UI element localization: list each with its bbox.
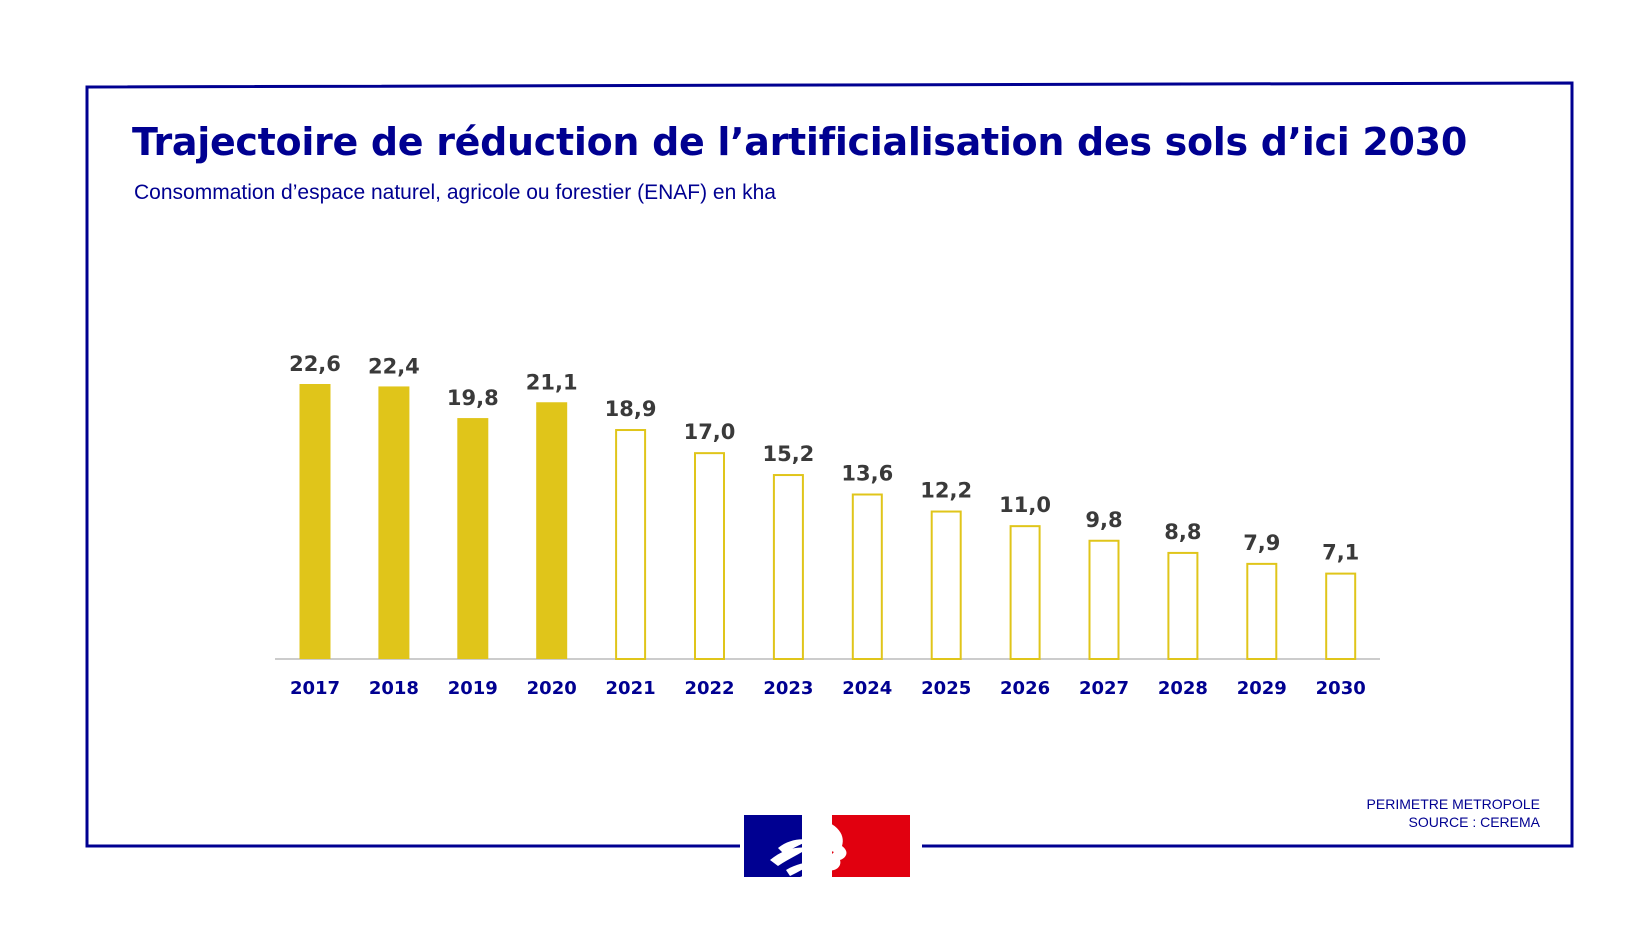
category-label-2019: 2019 [448,678,498,699]
bar-2025 [930,510,962,660]
value-label-2029: 7,9 [1243,531,1280,555]
bar-2030 [1325,572,1357,661]
value-label-2026: 11,0 [999,493,1051,517]
bar-2026 [1009,525,1041,661]
bar-2022 [694,452,725,661]
bar-2029 [1246,562,1278,661]
category-label-2020: 2020 [527,678,577,699]
category-label-2022: 2022 [684,678,734,699]
value-label-2023: 15,2 [762,442,814,466]
value-label-2022: 17,0 [684,420,736,444]
bar-2028 [1167,551,1199,660]
category-label-2025: 2025 [921,678,971,699]
chart-title: Trajectoire de réduction de l’artificial… [132,120,1467,164]
category-label-2030: 2030 [1316,678,1366,699]
value-label-2027: 9,8 [1085,508,1122,532]
category-label-2024: 2024 [842,678,892,699]
frame-border [85,81,1574,848]
bar-2018 [378,386,410,659]
category-label-2027: 2027 [1079,678,1129,699]
source-credit: SOURCE : CEREMA [1408,814,1540,830]
category-label-2023: 2023 [763,678,813,699]
perimeter-note: PERIMETRE METROPOLE [1366,796,1540,812]
value-label-2018: 22,4 [368,354,420,378]
bar-2023 [772,474,804,660]
value-label-2017: 22,6 [289,352,341,376]
bar-2020 [536,402,568,659]
value-label-2021: 18,9 [605,397,657,421]
chart-subtitle: Consommation d’espace naturel, agricole … [134,181,776,204]
value-label-2020: 21,1 [526,370,578,394]
bar-2024 [851,493,883,660]
value-label-2019: 19,8 [447,386,499,410]
category-label-2018: 2018 [369,678,419,699]
category-label-2017: 2017 [290,678,340,699]
source-note: PERIMETRE METROPOLE SOURCE : CEREMA [1367,795,1540,831]
value-label-2028: 8,8 [1164,520,1201,544]
bar-2021 [615,429,647,660]
category-label-2029: 2029 [1237,678,1287,699]
value-label-2030: 7,1 [1322,541,1359,565]
category-label-2026: 2026 [1000,678,1050,699]
value-label-2024: 13,6 [841,462,893,486]
bar-2017 [299,384,331,659]
bar-2027 [1088,539,1120,660]
category-label-2021: 2021 [606,678,656,699]
value-label-2025: 12,2 [920,479,972,503]
marianne-logo [744,815,910,877]
bar-2019 [457,418,489,659]
category-label-2028: 2028 [1158,678,1208,699]
